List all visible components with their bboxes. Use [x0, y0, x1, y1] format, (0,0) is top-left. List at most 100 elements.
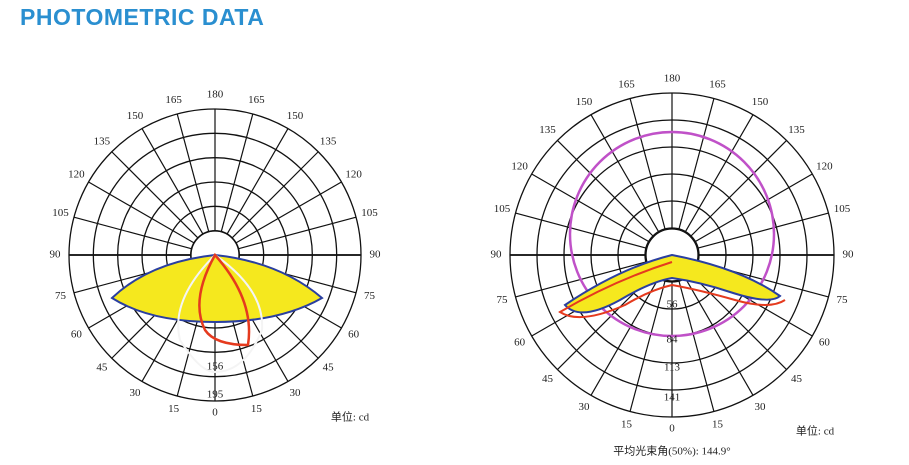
radial-line [176, 113, 210, 232]
angle-label: 165 [709, 79, 726, 91]
radial-line [88, 181, 195, 244]
radial-line [689, 140, 787, 238]
angle-label: 150 [752, 96, 769, 108]
radial-line [235, 181, 342, 244]
left-curves [110, 252, 324, 374]
angle-label: 60 [348, 329, 360, 341]
angle-label: 60 [819, 337, 831, 349]
ring [644, 227, 700, 283]
angle-label: 90 [843, 249, 855, 261]
angle-label: 90 [370, 249, 382, 261]
angle-label: 180 [664, 73, 681, 85]
radial-line [220, 113, 254, 232]
right-curves [558, 130, 786, 338]
ring [92, 132, 338, 378]
angle-label: 135 [539, 124, 556, 136]
angle-label: 45 [791, 373, 803, 385]
angle-label: 90 [50, 249, 62, 261]
angle-label: 180 [207, 89, 224, 101]
unit: 单位: cd [331, 410, 370, 424]
ring [617, 200, 727, 310]
ring [68, 108, 362, 402]
radial-line [694, 173, 813, 243]
angle-label: 165 [165, 94, 182, 106]
ring-label: 84 [667, 334, 679, 346]
radial-line [684, 114, 754, 233]
angle-label: 0 [669, 423, 675, 435]
angle-label: 15 [621, 419, 633, 431]
curve-yellow [563, 253, 782, 314]
angle-label: 0 [212, 407, 218, 419]
radial-line [684, 277, 754, 396]
unit: 单位: cd [796, 424, 835, 438]
radial-line [696, 212, 829, 249]
radial-line [141, 128, 204, 235]
angle-label: 150 [127, 110, 144, 122]
radial-line [629, 279, 666, 412]
angle-label: 135 [320, 135, 337, 147]
angle-label: 120 [68, 169, 85, 181]
angle-label: 30 [130, 387, 142, 399]
curve-red [558, 261, 786, 319]
angle-label: 15 [168, 403, 180, 415]
angle-label: 135 [788, 124, 805, 136]
angle-label: 45 [542, 373, 554, 385]
ring-label: 156 [207, 361, 224, 373]
angle-label: 165 [248, 94, 265, 106]
angle-label: 30 [755, 401, 767, 413]
angle-label: 75 [496, 294, 508, 306]
radial-line [226, 128, 289, 235]
angle-label: 60 [514, 337, 526, 349]
ring [509, 92, 835, 418]
angle-label: 45 [323, 362, 335, 374]
curve-red [198, 252, 251, 347]
radial-line [689, 272, 787, 370]
radial-line [238, 216, 357, 250]
angle-label: 120 [345, 169, 362, 181]
angle-label: 150 [576, 96, 593, 108]
angle-label: 60 [71, 329, 83, 341]
angle-label: 15 [251, 403, 263, 415]
angle-label: 105 [494, 203, 511, 215]
curve-white [177, 254, 264, 374]
radial-line [590, 277, 660, 396]
angle-label: 45 [96, 362, 108, 374]
ring-label: 195 [207, 389, 224, 401]
angle-label: 150 [287, 110, 304, 122]
radial-line [111, 151, 199, 239]
angle-label: 30 [290, 387, 302, 399]
angle-label: 90 [491, 249, 503, 261]
curve-yellow [110, 253, 324, 324]
radial-line [515, 212, 648, 249]
radial-line [678, 98, 715, 231]
radial-line [73, 216, 192, 250]
curve-purple [568, 130, 776, 338]
angle-label: 30 [579, 401, 591, 413]
radial-line [557, 140, 655, 238]
radial-line [629, 98, 666, 231]
radial-line [590, 114, 660, 233]
ring [117, 157, 313, 353]
ring-label: 56 [667, 299, 679, 311]
radial-line [231, 151, 319, 239]
angle-label: 120 [511, 161, 528, 173]
radial-line [678, 279, 715, 412]
ring [563, 146, 781, 364]
radial-line [531, 173, 650, 243]
angle-label: 135 [94, 135, 111, 147]
ring-label: 113 [664, 362, 681, 374]
angle-label: 105 [52, 207, 69, 219]
angle-label: 105 [361, 207, 378, 219]
angle-label: 75 [837, 294, 849, 306]
caption: 平均光束角(50%): 144.9° [613, 444, 730, 458]
angle-label: 15 [712, 419, 724, 431]
ring [141, 181, 289, 329]
ring-label: 141 [664, 392, 681, 404]
angle-label: 120 [816, 161, 833, 173]
ring [536, 119, 808, 391]
angle-label: 75 [364, 290, 376, 302]
angle-label: 165 [618, 79, 635, 91]
angle-label: 105 [834, 203, 851, 215]
